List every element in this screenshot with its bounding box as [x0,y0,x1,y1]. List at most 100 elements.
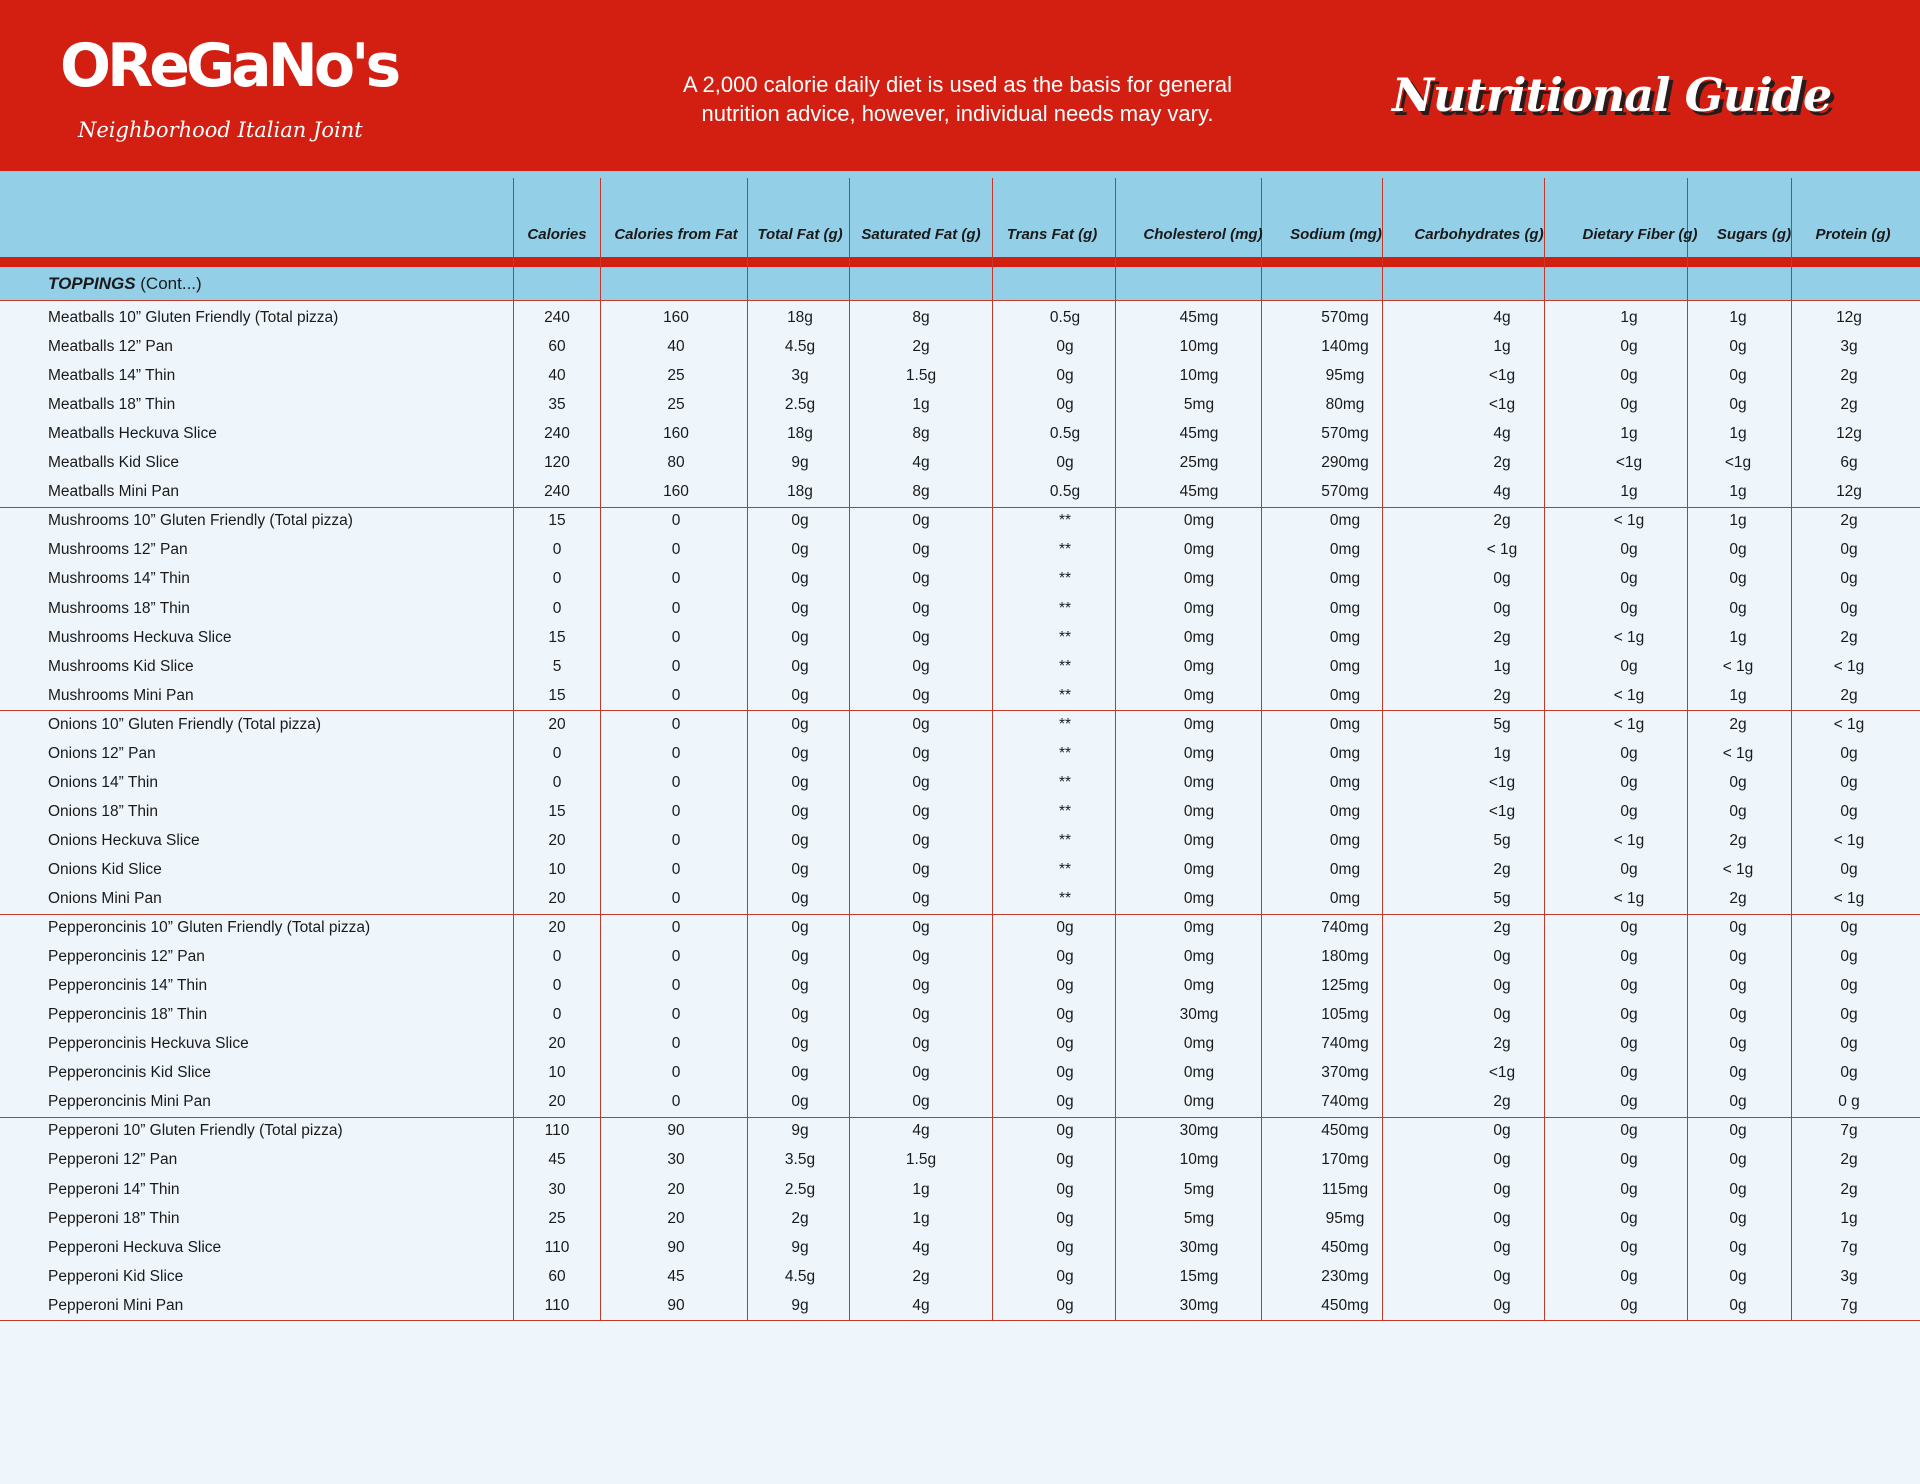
cell-value: 740mg [1321,1035,1369,1053]
cell-value: 0g [1729,338,1747,356]
cell-value: 1.5g [905,367,937,385]
cell-value: 0g [1840,1035,1858,1053]
cell-value: 0 [671,657,681,675]
cell-value: 0g [1620,919,1638,937]
column-divider [1791,178,1792,1321]
item-name: Mushrooms 14” Thin [48,570,190,588]
cell-value: 0mg [1329,628,1361,646]
table-row: Mushrooms Heckuva Slice 15 0 0g 0g ** 0mg 0mg 2g… [0,624,1920,653]
cell-value: 0g [1056,338,1074,356]
cell-value: 15 [548,628,566,646]
cell-value: 0mg [1183,1064,1215,1082]
cell-value: 9g [791,1238,809,1256]
cell-value: 20 [667,1209,685,1227]
cell-value: 120 [544,454,570,472]
cell-value: 0g [1056,1209,1074,1227]
cell-value: 0g [1493,1267,1511,1285]
cell-value: 0 [671,860,681,878]
cell-value: 160 [663,309,689,326]
header-divider [0,257,1920,267]
cell-value: 0g [1840,1064,1858,1082]
table-row: Onions Kid Slice 10 0 0g 0g ** 0mg 0mg 2g 0g < 1g 0… [0,856,1920,885]
cell-value: 0g [1620,599,1638,617]
table-row: Onions 14” Thin 0 0 0g 0g ** 0mg 0mg <1g 0g 0g 0g [0,769,1920,798]
cell-value: 0 [552,773,562,791]
cell-value: < 1g [1613,715,1645,733]
column-divider [513,178,514,1321]
cell-value: 9g [791,1296,809,1314]
cell-value: 0g [791,599,809,617]
column-header: Total Fat (g) [757,226,843,243]
cell-value: 0mg [1183,657,1215,675]
cell-value: 0g [1620,773,1638,791]
cell-value: 6g [1840,454,1858,472]
item-name: Meatballs 14” Thin [48,367,176,385]
cell-value: 80mg [1325,396,1365,414]
cell-value: 0mg [1183,890,1215,907]
section-name: TOPPINGS [48,274,136,293]
cell-value: 4g [912,454,930,472]
item-name: Pepperoncinis Mini Pan [48,1093,211,1111]
cell-value: 10 [548,860,566,878]
cell-value: 0g [1620,338,1638,356]
cell-value: 125mg [1321,977,1369,995]
cell-value: 7g [1840,1238,1858,1256]
cell-value: 0g [1493,1296,1511,1314]
cell-value: 1g [1840,1209,1858,1227]
cell-value: ** [1058,802,1072,820]
cell-value: 5mg [1183,396,1215,414]
cell-value: 2g [1729,831,1747,849]
cell-value: 0.5g [1049,309,1081,326]
table-row: Pepperoncinis 14” Thin 0 0 0g 0g 0g 0mg 125mg 0g… [0,972,1920,1001]
cell-value: 0g [1056,948,1074,966]
cell-value: 2g [1493,1093,1511,1111]
cell-value: 0g [1620,1093,1638,1111]
cell-value: 0 [671,1064,681,1082]
cell-value: 0g [1493,1238,1511,1256]
cell-value: 0g [1729,396,1747,414]
cell-value: 105mg [1321,1006,1369,1024]
cell-value: 110 [544,1238,570,1256]
cell-value: 0g [912,628,930,646]
cell-value: 0g [1840,802,1858,820]
item-name: Onions Kid Slice [48,860,162,878]
cell-value: 0g [912,890,930,907]
cell-value: 25 [548,1209,566,1227]
cell-value: 0g [1620,802,1638,820]
column-divider [1382,178,1383,1321]
column-header: Calories [527,226,587,243]
table-row: Pepperoni 14” Thin 30 20 2.5g 1g 0g 5mg 115mg 0g… [0,1176,1920,1205]
page-title: Nutritional Guide [1392,68,1832,122]
cell-value: 0g [1493,1209,1511,1227]
column-divider [747,178,748,1321]
cell-value: 0g [1620,1209,1638,1227]
item-name: Pepperoni 18” Thin [48,1209,180,1227]
section-suffix: (Cont...) [135,274,202,293]
table-row: Pepperoncinis Kid Slice 10 0 0g 0g 0g 0mg 370mg… [0,1059,1920,1088]
cell-value: 4.5g [784,1267,816,1285]
cell-value: 3g [1840,1267,1858,1285]
cell-value: 0g [1729,1035,1747,1053]
cell-value: 0g [1056,454,1074,472]
cell-value: 0mg [1329,512,1361,530]
cell-value: 15 [548,512,566,530]
cell-value: 45mg [1179,425,1219,443]
cell-value: 0g [912,657,930,675]
item-name: Pepperoni Kid Slice [48,1267,184,1285]
cell-value: 2g [1729,890,1747,907]
cell-value: 90 [667,1296,685,1314]
cell-value: ** [1058,890,1072,907]
cell-value: 0g [1620,1238,1638,1256]
cell-value: 0g [1056,1296,1074,1314]
cell-value: 1g [1729,309,1747,326]
cell-value: 0g [791,773,809,791]
cell-value: 0g [791,831,809,849]
cell-value: ** [1058,599,1072,617]
cell-value: 7g [1840,1296,1858,1314]
cell-value: 0g [1840,570,1858,588]
cell-value: ** [1058,831,1072,849]
cell-value: 240 [544,483,570,501]
cell-value: < 1g [1833,831,1865,849]
cell-value: <1g [1488,773,1516,791]
cell-value: 0g [912,1064,930,1082]
